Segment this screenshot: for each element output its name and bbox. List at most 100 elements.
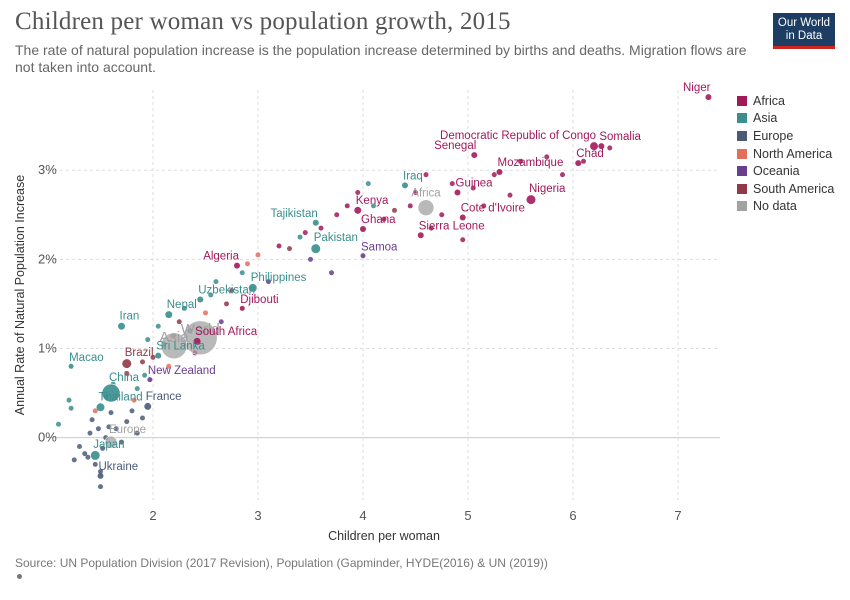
data-point[interactable] bbox=[449, 181, 455, 187]
data-point[interactable] bbox=[581, 158, 586, 164]
data-point[interactable] bbox=[229, 288, 235, 294]
data-point[interactable] bbox=[140, 359, 145, 365]
data-point[interactable] bbox=[108, 410, 114, 416]
data-point[interactable] bbox=[208, 292, 214, 298]
data-point[interactable] bbox=[77, 444, 82, 450]
labeled-point[interactable] bbox=[360, 253, 366, 259]
data-point[interactable] bbox=[423, 172, 429, 178]
data-point[interactable] bbox=[428, 225, 434, 231]
data-point[interactable] bbox=[544, 154, 550, 160]
data-point[interactable] bbox=[134, 386, 140, 392]
labeled-point[interactable] bbox=[496, 169, 503, 175]
labeled-point[interactable] bbox=[97, 472, 104, 479]
labeled-point[interactable] bbox=[160, 332, 188, 360]
data-point[interactable] bbox=[302, 230, 308, 236]
data-point[interactable] bbox=[66, 397, 72, 403]
data-point[interactable] bbox=[56, 421, 61, 427]
labeled-point[interactable] bbox=[118, 322, 125, 330]
labeled-point[interactable] bbox=[526, 195, 536, 205]
labeled-point[interactable] bbox=[417, 199, 435, 216]
data-point[interactable] bbox=[92, 408, 98, 414]
data-point[interactable] bbox=[407, 203, 413, 209]
data-point[interactable] bbox=[355, 190, 361, 195]
data-point[interactable] bbox=[155, 323, 161, 329]
legend-item[interactable]: Africa bbox=[737, 92, 834, 110]
labeled-point[interactable] bbox=[248, 283, 257, 292]
data-point[interactable] bbox=[255, 252, 261, 258]
labeled-point[interactable] bbox=[90, 450, 100, 460]
data-point[interactable] bbox=[491, 172, 497, 178]
data-point[interactable] bbox=[308, 256, 313, 262]
data-point[interactable] bbox=[106, 424, 112, 430]
data-point[interactable] bbox=[129, 408, 135, 414]
data-point[interactable] bbox=[334, 212, 340, 218]
data-point[interactable] bbox=[166, 363, 172, 369]
data-point[interactable] bbox=[71, 457, 77, 463]
labeled-point[interactable] bbox=[471, 152, 478, 159]
data-point[interactable] bbox=[98, 484, 103, 490]
labeled-point[interactable] bbox=[705, 94, 712, 101]
labeled-point[interactable] bbox=[101, 383, 121, 403]
data-point[interactable] bbox=[297, 234, 303, 240]
data-point[interactable] bbox=[224, 301, 229, 307]
data-point[interactable] bbox=[131, 397, 137, 403]
data-point[interactable] bbox=[142, 372, 148, 378]
labeled-point[interactable] bbox=[417, 232, 424, 239]
labeled-point[interactable] bbox=[193, 337, 201, 345]
data-point[interactable] bbox=[98, 468, 103, 474]
labeled-point[interactable] bbox=[144, 402, 152, 410]
legend-item[interactable]: Asia bbox=[737, 110, 834, 128]
data-point[interactable] bbox=[318, 225, 324, 231]
data-point[interactable] bbox=[344, 203, 350, 209]
data-point[interactable] bbox=[413, 190, 418, 195]
data-point[interactable] bbox=[92, 461, 98, 467]
data-point[interactable] bbox=[518, 158, 523, 164]
legend-item[interactable]: Oceania bbox=[737, 162, 834, 180]
labeled-point[interactable] bbox=[311, 244, 321, 254]
data-point[interactable] bbox=[266, 279, 271, 285]
labeled-point[interactable] bbox=[68, 363, 74, 369]
data-point[interactable] bbox=[439, 212, 445, 218]
owid-logo[interactable]: Our World in Data bbox=[773, 13, 835, 49]
data-point[interactable] bbox=[145, 337, 151, 343]
data-point[interactable] bbox=[460, 237, 466, 243]
data-point[interactable] bbox=[119, 439, 124, 445]
labeled-point[interactable] bbox=[575, 160, 582, 167]
data-point[interactable] bbox=[203, 310, 208, 316]
data-point[interactable] bbox=[507, 192, 513, 198]
labeled-point[interactable] bbox=[598, 143, 605, 150]
data-point[interactable] bbox=[140, 415, 145, 421]
labeled-point[interactable] bbox=[96, 403, 105, 412]
labeled-point[interactable] bbox=[104, 435, 118, 449]
data-point[interactable] bbox=[481, 203, 487, 209]
data-point[interactable] bbox=[89, 417, 95, 423]
data-point[interactable] bbox=[124, 370, 130, 376]
data-point[interactable] bbox=[276, 243, 282, 249]
labeled-point[interactable] bbox=[459, 214, 466, 221]
labeled-point[interactable] bbox=[312, 219, 319, 226]
data-point[interactable] bbox=[82, 451, 88, 457]
data-point[interactable] bbox=[392, 207, 397, 213]
data-point[interactable] bbox=[329, 270, 334, 276]
data-point[interactable] bbox=[134, 430, 140, 436]
legend-item[interactable]: No data bbox=[737, 198, 834, 216]
labeled-point[interactable] bbox=[454, 189, 461, 196]
data-point[interactable] bbox=[560, 172, 565, 178]
data-point[interactable] bbox=[607, 145, 613, 151]
data-point[interactable] bbox=[100, 445, 106, 451]
data-point[interactable] bbox=[87, 430, 93, 436]
labeled-point[interactable] bbox=[147, 377, 153, 383]
data-point[interactable] bbox=[95, 426, 101, 432]
data-point[interactable] bbox=[245, 261, 250, 267]
data-point[interactable] bbox=[371, 203, 376, 209]
data-point[interactable] bbox=[365, 181, 371, 187]
labeled-point[interactable] bbox=[234, 262, 240, 269]
labeled-point[interactable] bbox=[360, 226, 366, 233]
labeled-point[interactable] bbox=[155, 352, 162, 359]
legend-item[interactable]: Europe bbox=[737, 127, 834, 145]
data-point[interactable] bbox=[218, 319, 224, 325]
data-point[interactable] bbox=[85, 454, 91, 460]
data-point[interactable] bbox=[176, 319, 182, 325]
labeled-point[interactable] bbox=[165, 311, 173, 319]
data-point[interactable] bbox=[213, 279, 219, 285]
